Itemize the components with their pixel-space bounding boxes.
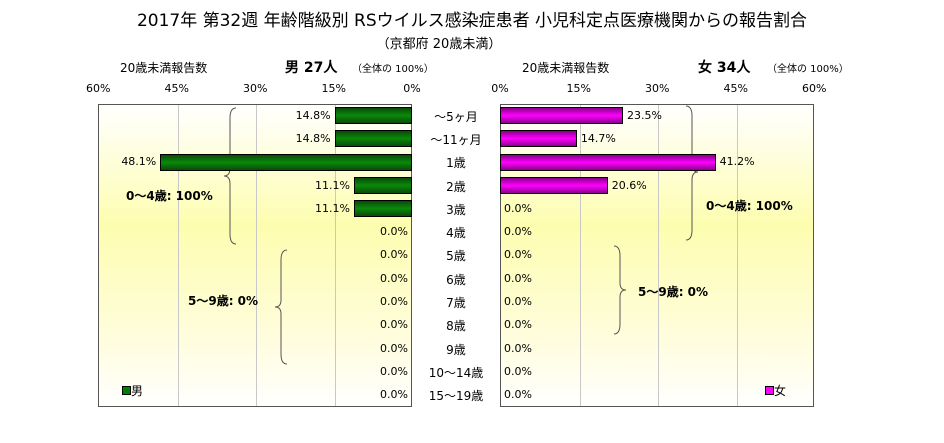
male-data-label: 11.1% (314, 178, 350, 192)
male-data-label: 0.0% (380, 388, 408, 402)
male-data-label: 48.1% (121, 155, 157, 169)
legend-female-label: 女 (774, 384, 787, 398)
x-tick-right: 15% (566, 82, 591, 95)
female-data-label: 14.7% (580, 131, 616, 145)
x-tick-left: 60% (86, 82, 111, 95)
gridline (579, 105, 581, 406)
female-brace-5-9 (613, 245, 627, 335)
category-label: 3歳 (446, 202, 466, 217)
male-header-suffix: （全体の 100%） (352, 64, 434, 75)
male-brace-0-4 (223, 107, 237, 245)
category-label: 2歳 (446, 179, 466, 194)
male-bar (353, 200, 412, 218)
male-data-label: 11.1% (314, 201, 350, 215)
male-data-label: 14.8% (295, 131, 331, 145)
legend-male-swatch (122, 386, 131, 395)
category-label: ～11ヶ月 (430, 132, 482, 147)
x-tick-right: 45% (723, 82, 748, 95)
female-annotation-0-4: 0～4歳: 100% (706, 199, 793, 213)
legend-female: 女 (765, 382, 786, 399)
male-data-label: 0.0% (380, 225, 408, 239)
female-bar (500, 153, 716, 171)
female-data-label: 0.0% (504, 225, 532, 239)
male-data-label: 14.8% (295, 108, 331, 122)
category-label: 1歳 (446, 156, 466, 171)
female-header-main: 女 34人 (698, 60, 751, 76)
male-data-label: 0.0% (380, 248, 408, 262)
female-bar (500, 177, 608, 195)
female-data-label: 0.0% (504, 271, 532, 285)
chart-title: 2017年 第32週 年齢階級別 RSウイルス感染症患者 小児科定点医療機関から… (136, 11, 808, 31)
x-tick-right: 30% (645, 82, 670, 95)
legend-female-swatch (765, 386, 774, 395)
male-data-label: 0.0% (380, 295, 408, 309)
category-label: 9歳 (446, 342, 466, 357)
female-plot-area (500, 104, 814, 407)
female-data-label: 20.6% (611, 178, 647, 192)
male-bar (334, 107, 412, 125)
female-data-label: 0.0% (504, 388, 532, 402)
female-bar (500, 130, 577, 148)
female-data-label: 23.5% (626, 108, 662, 122)
x-tick-left: 15% (321, 82, 346, 95)
male-data-label: 0.0% (380, 341, 408, 355)
male-bar (160, 153, 412, 171)
male-bar (353, 177, 412, 195)
female-data-label: 0.0% (504, 248, 532, 262)
male-header-prefix: 20歳未満報告数 (120, 61, 208, 75)
female-bar (500, 107, 623, 125)
x-tick-left: 45% (164, 82, 189, 95)
x-tick-right: 0% (491, 82, 509, 95)
female-header-suffix: （全体の 100%） (767, 64, 849, 75)
chart-subtitle: （京都府 20歳未満） (376, 37, 502, 52)
legend-male: 男 (122, 382, 143, 399)
x-tick-right: 60% (802, 82, 827, 95)
gridline (256, 105, 257, 406)
category-label: 7歳 (446, 296, 466, 311)
female-data-label: 0.0% (504, 364, 532, 378)
female-header-prefix: 20歳未満報告数 (522, 61, 610, 75)
male-bar (334, 130, 412, 148)
female-data-label: 0.0% (504, 318, 532, 332)
male-annotation-5-9: 5～9歳: 0% (188, 294, 259, 308)
male-data-label: 0.0% (380, 318, 408, 332)
male-data-label: 0.0% (380, 364, 408, 378)
gridline (736, 105, 738, 406)
male-header-main: 男 27人 (285, 60, 338, 76)
male-brace-5-9 (274, 249, 288, 365)
category-label: 15～19歳 (428, 389, 484, 404)
male-data-label: 0.0% (380, 271, 408, 285)
female-data-label: 41.2% (719, 155, 755, 169)
male-plot-area (98, 104, 412, 407)
female-data-label: 0.0% (504, 341, 532, 355)
female-annotation-5-9: 5～9歳: 0% (638, 285, 709, 299)
gridline (177, 105, 179, 406)
category-label: 10～14歳 (428, 365, 484, 380)
gridline (658, 105, 659, 406)
female-data-label: 0.0% (504, 295, 532, 309)
category-label: ～5ヶ月 (434, 109, 478, 124)
legend-male-label: 男 (131, 384, 144, 398)
male-annotation-0-4: 0～4歳: 100% (126, 189, 213, 203)
category-label: 4歳 (446, 226, 466, 241)
x-tick-left: 30% (243, 82, 268, 95)
x-tick-left: 0% (403, 82, 421, 95)
category-label: 6歳 (446, 272, 466, 287)
female-data-label: 0.0% (504, 201, 532, 215)
category-label: 5歳 (446, 249, 466, 264)
female-brace-0-4 (685, 105, 699, 241)
gridline (334, 105, 336, 406)
category-label: 8歳 (446, 319, 466, 334)
